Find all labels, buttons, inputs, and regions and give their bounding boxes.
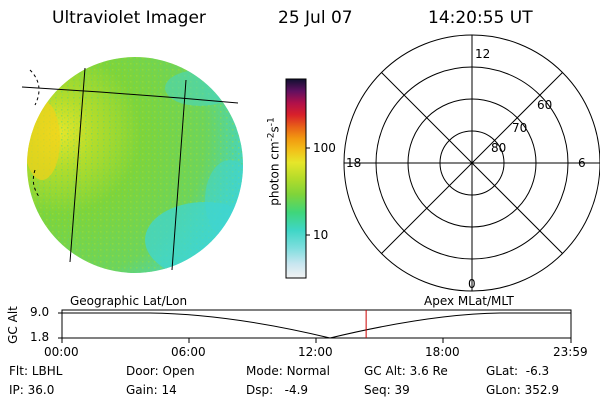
altitude-plot xyxy=(58,309,572,343)
altitude-ytick-top: 9.0 xyxy=(30,305,50,319)
auroral-image xyxy=(21,57,243,273)
x-tick-1: 06:00 xyxy=(171,345,206,359)
lat-80-label: 80 xyxy=(491,141,507,155)
colorbar xyxy=(285,78,310,279)
status-ip: IP: 36.0 xyxy=(9,383,55,397)
status-flt: Flt: LBHL xyxy=(9,364,63,378)
colorbar-tick-100: 100 xyxy=(313,141,336,155)
status-mode: Mode: Normal xyxy=(246,364,330,378)
polar-grid xyxy=(343,34,600,292)
geographic-caption: Geographic Lat/Lon xyxy=(70,294,188,308)
status-door: Door: Open xyxy=(126,364,195,378)
colorbar-unit-label: photon cm-2s-1 xyxy=(266,117,282,206)
mlt-0-label: 0 xyxy=(468,277,476,291)
x-tick-0: 00:00 xyxy=(44,345,79,359)
altitude-ytick-bottom: 1.8 xyxy=(30,330,50,344)
date-label: 25 Jul 07 xyxy=(278,8,353,28)
x-tick-2: 12:00 xyxy=(298,345,333,359)
x-tick-4: 23:59 xyxy=(553,345,588,359)
status-gc-alt: GC Alt: 3.6 Re xyxy=(364,364,448,378)
status-dsp: Dsp: -4.9 xyxy=(246,383,309,397)
mlt-18-label: 18 xyxy=(346,156,362,170)
status-gain: Gain: 14 xyxy=(126,383,177,397)
status-glon: GLon: 352.9 xyxy=(486,383,559,397)
mlt-6-label: 6 xyxy=(578,156,586,170)
altitude-ylabel: GC Alt xyxy=(6,306,20,344)
status-glat: GLat: -6.3 xyxy=(486,364,550,378)
colorbar-tick-10: 10 xyxy=(313,228,329,242)
instrument-title: Ultraviolet Imager xyxy=(52,8,206,28)
x-tick-3: 18:00 xyxy=(425,345,460,359)
lat-60-label: 60 xyxy=(537,98,553,112)
status-seq: Seq: 39 xyxy=(364,383,410,397)
time-label: 14:20:55 UT xyxy=(428,8,533,28)
apex-caption: Apex MLat/MLT xyxy=(424,294,514,308)
lat-70-label: 70 xyxy=(512,121,528,135)
mlt-12-label: 12 xyxy=(475,47,491,61)
